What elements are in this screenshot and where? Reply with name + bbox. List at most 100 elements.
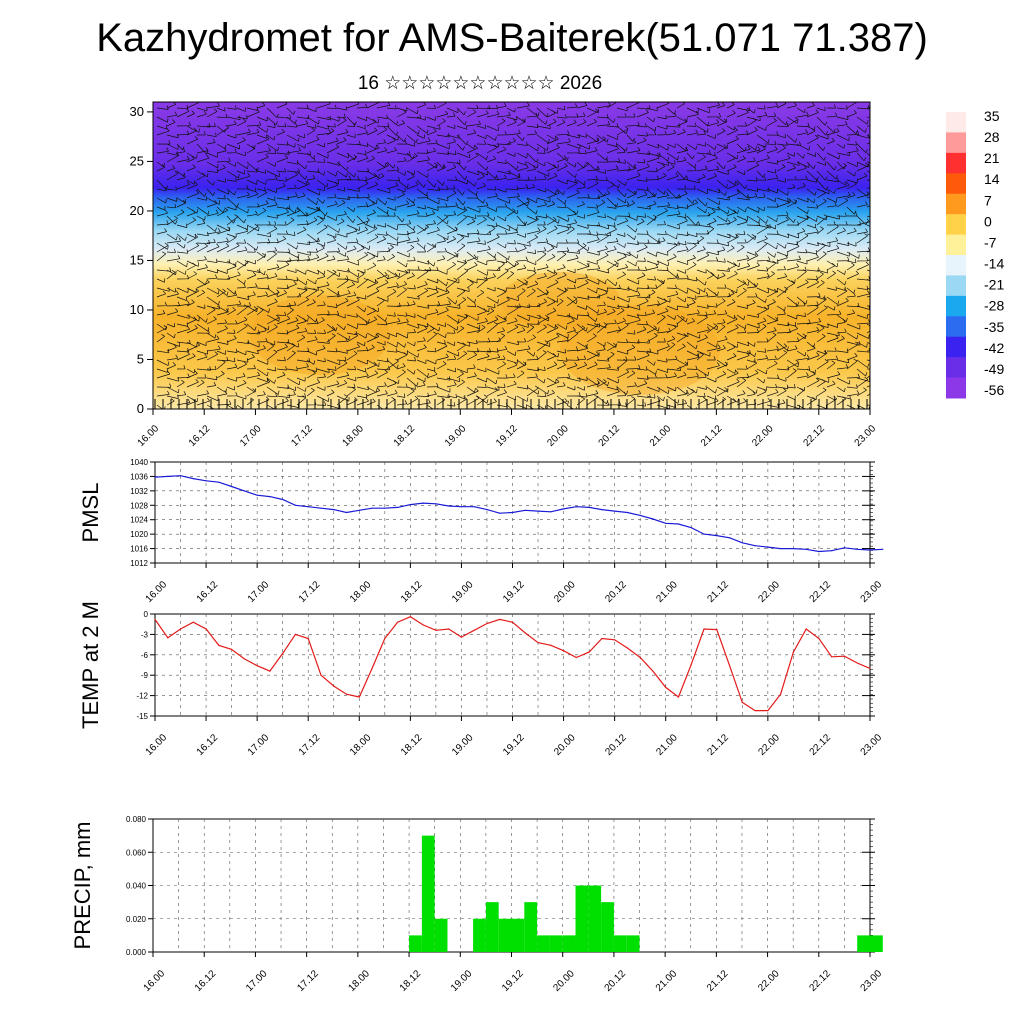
wind-barb (616, 106, 628, 112)
wind-barb (546, 389, 555, 397)
wind-barb (306, 329, 317, 335)
wind-barb (476, 240, 486, 245)
temp-xtick-label: 20.12 (603, 732, 629, 758)
temp-point (167, 637, 169, 639)
wind-barb (226, 242, 240, 253)
wind-barb (256, 368, 269, 377)
wind-barb (476, 201, 489, 208)
wind-barb (406, 377, 419, 387)
wind-barb (786, 184, 796, 190)
wind-barb (396, 191, 405, 199)
wind-barb (766, 251, 776, 258)
wind-barb (206, 381, 217, 388)
wind-barb (436, 307, 449, 316)
wind-barb (166, 119, 176, 127)
wind-barb (206, 296, 220, 306)
wind-barb (316, 357, 326, 363)
cs-ytick-label: 15 (130, 252, 144, 267)
pmsl-point (856, 548, 858, 550)
wind-barb (736, 130, 749, 136)
wind-barb (296, 334, 306, 343)
wind-barb (446, 277, 458, 289)
pmsl-xtick-label: 23.00 (859, 579, 885, 605)
temp-point (358, 696, 360, 698)
wind-barb (546, 324, 559, 334)
wind-barb (716, 319, 726, 325)
wind-barb (706, 143, 717, 150)
wind-barb (486, 303, 496, 309)
wind-barb (516, 370, 525, 379)
wind-barb (406, 368, 416, 375)
wind-barb (696, 269, 707, 274)
wind-barb (826, 202, 837, 208)
wind-barb (506, 247, 518, 253)
wind-barb (526, 249, 537, 254)
wind-barb (766, 355, 777, 361)
wind-barb (376, 122, 390, 128)
pmsl-xtick-label: 17.00 (246, 579, 272, 605)
temp-ytick-label: 0 (144, 610, 149, 619)
wind-barb (566, 254, 579, 262)
wind-barb (356, 277, 368, 289)
wind-barb (206, 138, 216, 145)
wind-barb (216, 325, 228, 334)
wind-barb (766, 287, 779, 293)
wind-barb (666, 269, 679, 278)
wind-barb (476, 367, 487, 373)
pmsl-point (843, 547, 846, 549)
wind-barb (356, 341, 366, 347)
wind-barb (696, 125, 709, 133)
wind-barb (836, 314, 848, 322)
wind-barb (536, 238, 549, 244)
wind-barb (646, 130, 657, 136)
wind-barb (836, 197, 849, 208)
wind-barb (736, 244, 745, 253)
wind-barb (456, 341, 471, 347)
precip-bar (549, 935, 563, 952)
wind-barb (596, 190, 611, 199)
wind-barb (786, 325, 798, 334)
wind-barb (636, 311, 647, 317)
wind-barb (446, 278, 460, 284)
wind-barb (306, 367, 318, 372)
wind-barb (786, 359, 800, 368)
wind-barb (516, 164, 529, 172)
wind-barb (706, 272, 715, 280)
wind-barb (496, 118, 506, 127)
wind-barb (446, 341, 456, 347)
wind-barb (166, 269, 176, 280)
wind-barb (616, 232, 626, 237)
wind-barb (496, 374, 508, 379)
wind-barb (686, 372, 699, 379)
wind-barb (266, 343, 275, 352)
wind-barb (806, 368, 816, 375)
wind-barb (776, 116, 788, 126)
wind-barb (486, 353, 501, 361)
wind-barb (156, 301, 168, 307)
wind-barb (676, 213, 687, 218)
wind-barb (866, 314, 870, 316)
wind-barb (486, 321, 498, 334)
wind-barb (516, 134, 525, 141)
wind-barb (626, 390, 641, 397)
wind-barb (696, 130, 706, 136)
colorbar-swatch (946, 316, 966, 338)
colorbar-swatch (946, 173, 966, 195)
wind-barb (836, 181, 850, 190)
wind-barb (666, 193, 681, 199)
wind-barb (726, 352, 737, 361)
wind-barb (806, 161, 816, 170)
wind-barb (426, 220, 436, 226)
wind-barb (306, 207, 320, 217)
wind-barb (356, 103, 368, 109)
wind-barb (496, 251, 510, 260)
wind-barb (556, 152, 569, 162)
wind-barb (716, 310, 728, 316)
wind-barb (166, 308, 179, 316)
wind-barb (286, 268, 297, 273)
wind-barb (666, 143, 676, 148)
wind-barb (466, 109, 477, 118)
wind-barb (416, 179, 426, 188)
wind-barb (506, 107, 516, 113)
wind-barb (566, 189, 580, 199)
